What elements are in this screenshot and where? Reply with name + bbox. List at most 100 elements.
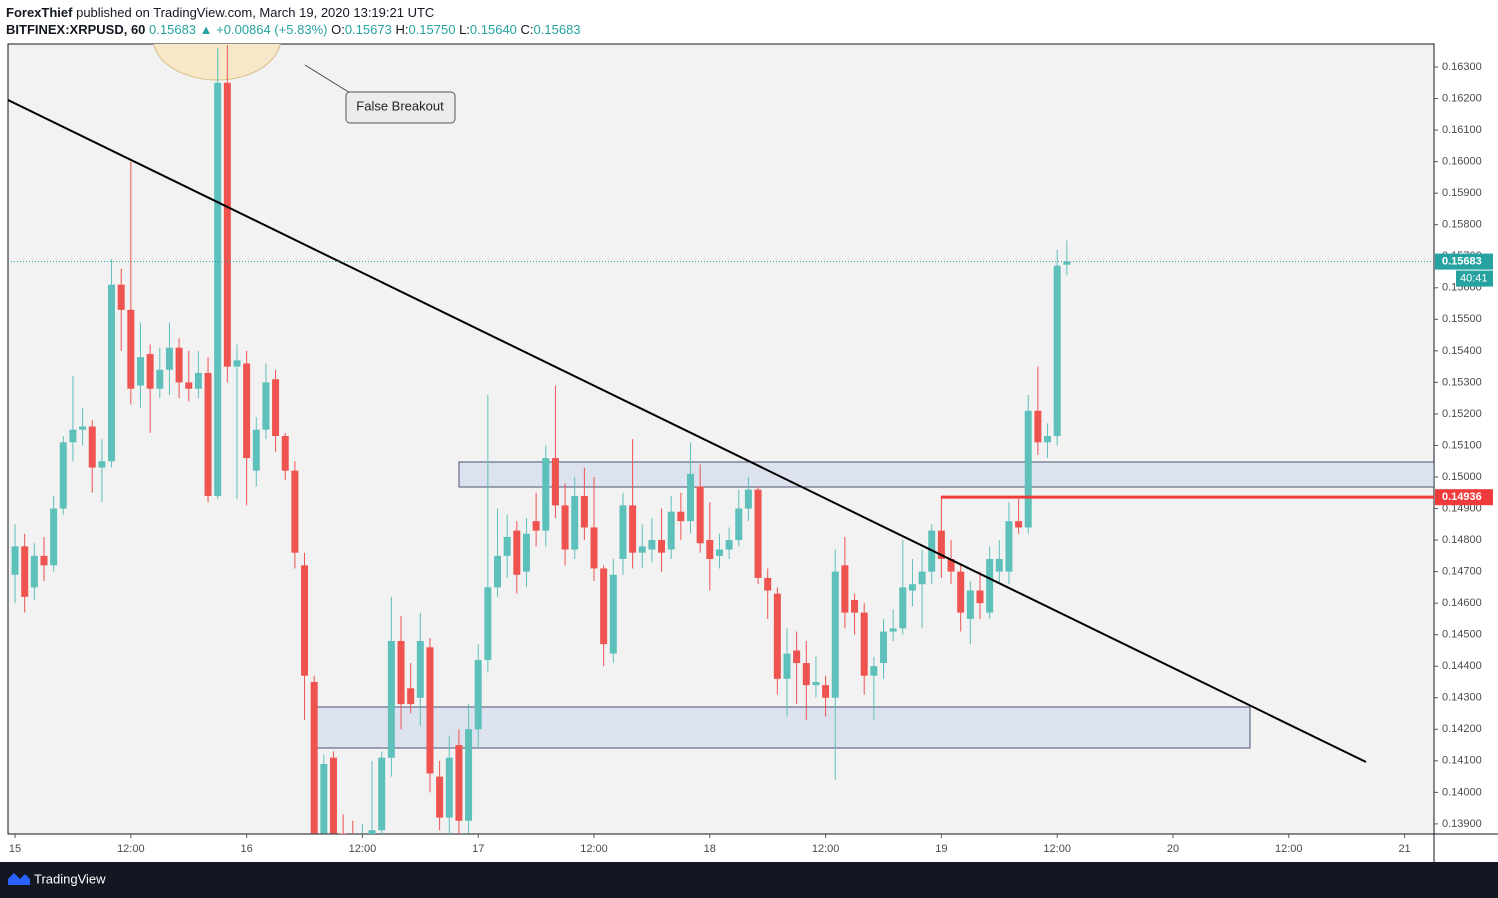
y-tick-label: 0.16100 xyxy=(1442,124,1482,136)
candle-body xyxy=(281,436,289,471)
candle-body xyxy=(50,508,58,566)
candles xyxy=(11,44,1071,834)
h-label: H: xyxy=(395,22,409,37)
candle-body xyxy=(474,659,482,730)
callout-box xyxy=(345,91,456,124)
candle-body xyxy=(600,568,608,645)
candle-body xyxy=(590,527,598,569)
candle-body xyxy=(455,745,463,821)
candle-body xyxy=(793,650,801,664)
red-level-box xyxy=(1435,489,1493,506)
candle-body xyxy=(503,536,511,556)
x-tick-label: 12:00 xyxy=(117,843,145,855)
candle-body xyxy=(146,354,154,389)
candle-body xyxy=(551,458,559,506)
y-tick-label: 0.14400 xyxy=(1442,660,1482,672)
l-label: L: xyxy=(459,22,470,37)
candle-body xyxy=(243,363,251,459)
x-tick-label: 12:00 xyxy=(580,843,608,855)
candle-body xyxy=(677,511,685,522)
candle-body xyxy=(387,640,395,758)
candle-body xyxy=(667,511,675,550)
candle-body xyxy=(1005,521,1013,572)
candle-body xyxy=(580,495,588,528)
breakout-highlight xyxy=(153,44,281,81)
x-tick-label: 18 xyxy=(704,843,716,855)
candle-body xyxy=(831,571,839,698)
candle-body xyxy=(764,577,772,591)
candle-body xyxy=(165,347,173,370)
candle-body xyxy=(715,549,723,556)
candle-body xyxy=(445,757,453,818)
candle-body xyxy=(841,565,849,613)
candle-body xyxy=(658,540,666,553)
candle-body xyxy=(233,360,241,367)
candle-body xyxy=(957,571,965,613)
published: published on TradingView.com, March 19, … xyxy=(76,5,435,20)
author: ForexThief xyxy=(6,5,73,20)
candle-body xyxy=(272,379,280,437)
candle-body xyxy=(619,505,627,559)
candle-body xyxy=(88,426,96,468)
candle-body xyxy=(802,663,810,686)
y-tick-label: 0.14300 xyxy=(1442,692,1482,704)
x-tick-label: 12:00 xyxy=(1275,843,1303,855)
y-tick-label: 0.13900 xyxy=(1442,818,1482,830)
candle-body xyxy=(416,640,424,698)
candle-body xyxy=(214,82,222,496)
candle-body xyxy=(397,640,405,705)
candle-body xyxy=(879,631,887,664)
x-tick-label: 17 xyxy=(472,843,484,855)
drawings xyxy=(8,44,1434,834)
candle-body xyxy=(108,284,116,462)
candle-body xyxy=(783,653,791,679)
symbol: BITFINEX:XRPUSD, 60 xyxy=(6,22,146,37)
candle-body xyxy=(156,369,164,389)
last-price-label: 0.15683 xyxy=(1442,256,1482,268)
y-tick-label: 0.14100 xyxy=(1442,755,1482,767)
candle-body xyxy=(571,495,579,550)
candle-body xyxy=(812,681,820,686)
candle-body xyxy=(204,372,212,496)
candle-body xyxy=(735,508,743,541)
candle-body xyxy=(870,666,878,676)
candle-body xyxy=(407,688,415,705)
candle-body xyxy=(339,833,347,834)
candle-body xyxy=(1044,436,1052,443)
tv-logo-mark xyxy=(8,873,30,885)
candle-body xyxy=(696,486,704,544)
candle-body xyxy=(310,681,318,834)
candle-body xyxy=(11,546,19,575)
l-value: 0.15640 xyxy=(469,22,517,37)
candle-body xyxy=(368,830,376,834)
c-value: 0.15683 xyxy=(533,22,581,37)
y-tick-label: 0.15000 xyxy=(1442,471,1482,483)
x-tick-label: 12:00 xyxy=(1043,843,1071,855)
h-value: 0.15750 xyxy=(408,22,456,37)
candle-body xyxy=(21,546,29,597)
candle-body xyxy=(98,461,106,468)
candle-body xyxy=(532,521,540,531)
candle-body xyxy=(754,489,762,578)
candle-body xyxy=(860,612,868,676)
candle-body xyxy=(1024,410,1032,528)
candle-body xyxy=(494,555,502,588)
candle-body xyxy=(851,599,859,613)
candle-body xyxy=(986,558,994,613)
resistance-zone xyxy=(458,461,1434,488)
countdown-box xyxy=(1456,270,1493,287)
candle-body xyxy=(542,458,550,531)
candle-body xyxy=(522,533,530,572)
y-tick-label: 0.15300 xyxy=(1442,376,1482,388)
candle-body xyxy=(136,357,144,386)
candle-body xyxy=(937,530,945,559)
y-tick-label: 0.16200 xyxy=(1442,92,1482,104)
candle-body xyxy=(899,587,907,629)
candle-body xyxy=(185,382,193,389)
candle-body xyxy=(175,347,183,383)
y-tick-label: 0.14800 xyxy=(1442,534,1482,546)
candle-body xyxy=(1034,410,1042,443)
candle-body xyxy=(69,429,77,443)
x-tick-label: 15 xyxy=(9,843,21,855)
